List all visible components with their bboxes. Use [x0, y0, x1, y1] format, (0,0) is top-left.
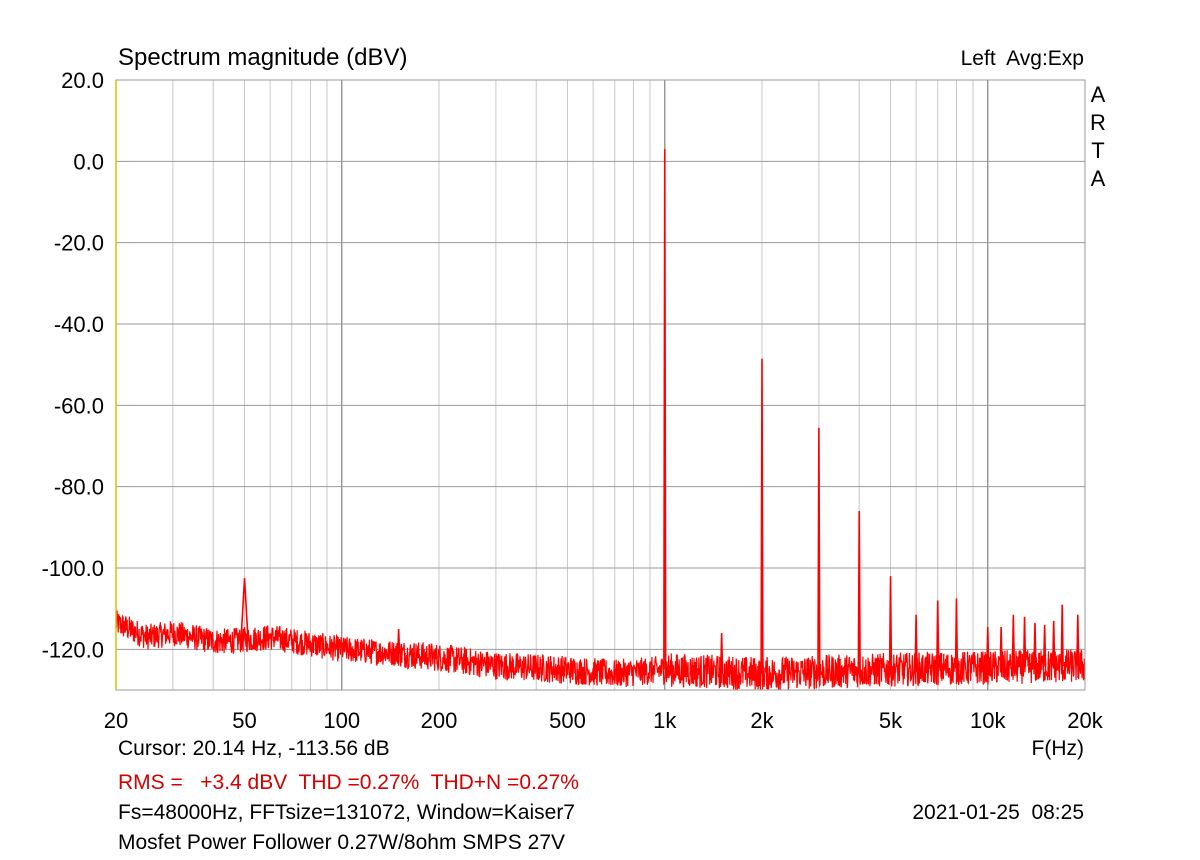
spectrum-peak [396, 628, 401, 654]
y-tick-label: -120.0 [42, 637, 104, 662]
y-tick-label: -40.0 [54, 312, 104, 337]
channel-avg-label: Left Avg:Exp [960, 47, 1084, 70]
spectrum-peak [1033, 622, 1037, 667]
spectrum-peak [1052, 620, 1056, 667]
spectrum-peak [1022, 616, 1027, 667]
y-tick-label: 0.0 [73, 149, 104, 174]
spectrum-peak [999, 626, 1003, 668]
measurement-description: Mosfet Power Follower 0.27W/8ohm SMPS 27… [118, 831, 566, 854]
spectrum-peak [1011, 614, 1016, 668]
chart-grid [115, 79, 1086, 690]
spectrum-trace [115, 149, 1086, 691]
x-tick-label: 100 [323, 708, 360, 733]
spectrum-peak [1042, 624, 1047, 667]
x-axis-label: F(Hz) [1031, 737, 1084, 760]
y-axis-ticks: 20.0 0.0 -20.0 -40.0 -60.0 -80.0 -100.0 -120.0 [42, 68, 104, 662]
y-tick-label: -20.0 [54, 231, 104, 256]
x-tick-label: 200 [421, 708, 458, 733]
x-tick-label: 10k [970, 708, 1006, 733]
spectrum-peak [954, 598, 959, 669]
spectrum-peak [986, 626, 990, 668]
x-tick-label: 1k [653, 708, 677, 733]
y-tick-label: -100.0 [42, 556, 104, 581]
spectrum-peak [663, 149, 667, 670]
x-tick-label: 20 [104, 708, 128, 733]
spectrum-peak [888, 576, 893, 670]
brand-letter: R [1090, 110, 1106, 135]
plot-border [115, 79, 1086, 691]
spectrum-peak [914, 614, 918, 670]
measurement-datetime: 2021-01-25 08:25 [912, 801, 1084, 824]
noise-floor-trace [115, 610, 1086, 691]
y-tick-label: -60.0 [54, 393, 104, 418]
spectrum-peak [817, 427, 821, 672]
stats-readout: RMS = +3.4 dBV THD =0.27% THD+N =0.27% [118, 771, 579, 794]
chart-title: Spectrum magnitude (dBV) [118, 44, 408, 71]
spectrum-peak [719, 633, 724, 673]
spectrum-peak [1060, 604, 1064, 667]
x-tick-label: 2k [750, 708, 774, 733]
spectrum-peak [936, 600, 940, 669]
brand-letter: A [1091, 82, 1106, 107]
y-tick-label: 20.0 [61, 68, 104, 93]
spectrum-peak [760, 358, 764, 674]
brand-letter: A [1091, 166, 1106, 191]
plot-frame [115, 79, 1086, 691]
x-tick-label: 20k [1067, 708, 1103, 733]
x-tick-label: 5k [879, 708, 903, 733]
spectrum-peak [240, 578, 249, 640]
spectrum-peak [857, 511, 861, 671]
x-tick-label: 50 [232, 708, 256, 733]
y-tick-label: -80.0 [54, 475, 104, 500]
spectrum-peak [1076, 614, 1080, 666]
cursor-readout: Cursor: 20.14 Hz, -113.56 dB [118, 737, 390, 760]
fft-settings: Fs=48000Hz, FFTsize=131072, Window=Kaise… [118, 801, 575, 824]
x-tick-label: 500 [549, 708, 586, 733]
x-axis-ticks: 20 50 100 200 500 1k 2k 5k 10k 20k [104, 708, 1104, 733]
brand-letter: T [1091, 138, 1104, 163]
